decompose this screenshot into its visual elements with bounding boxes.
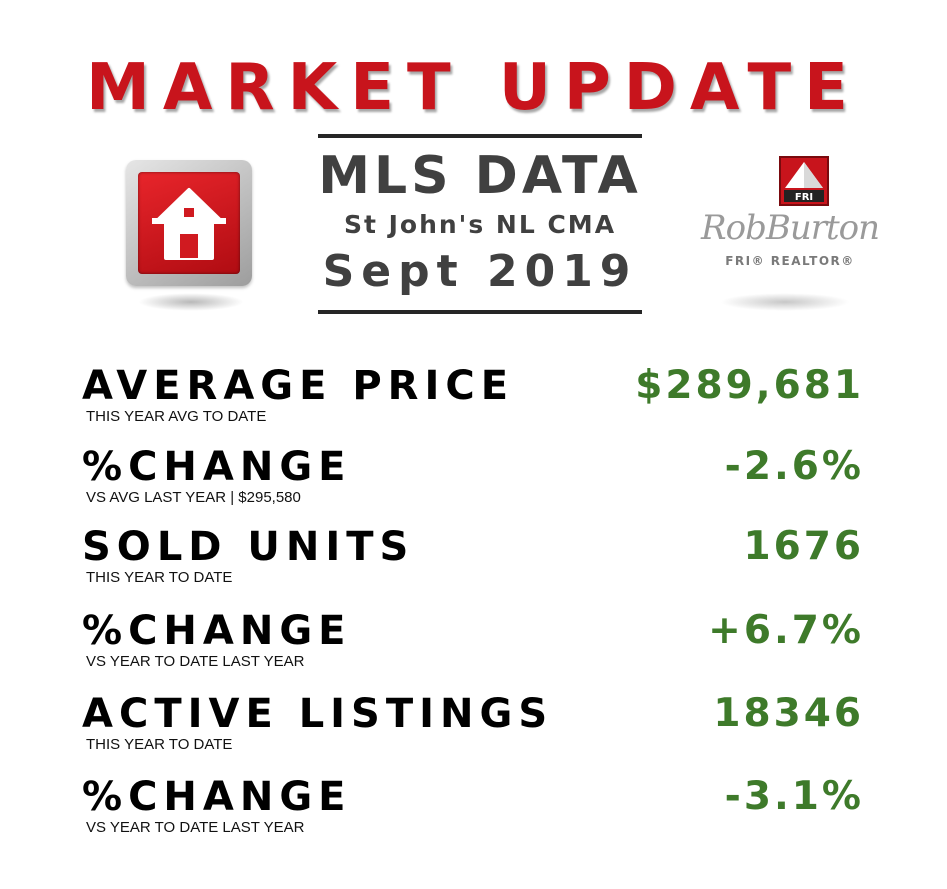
stat-active-listings: ACTIVE LISTINGS THIS YEAR TO DATE 18346 <box>82 692 882 762</box>
stat-price-change: %CHANGE VS AVG LAST YEAR | $295,580 -2.6… <box>82 445 882 515</box>
stat-value: +6.7% <box>708 608 864 653</box>
stat-sold-units: SOLD UNITS THIS YEAR TO DATE 1676 <box>82 525 882 595</box>
stat-sublabel: VS YEAR TO DATE LAST YEAR <box>86 819 305 836</box>
stat-label: %CHANGE <box>82 444 352 490</box>
logo-name: RobBurton <box>701 208 880 248</box>
stat-value: -3.1% <box>724 774 864 819</box>
stat-label: AVERAGE PRICE <box>82 363 515 409</box>
stat-sublabel: VS AVG LAST YEAR | $295,580 <box>86 489 301 506</box>
stat-value: -2.6% <box>724 444 864 489</box>
logo-shadow <box>720 293 850 311</box>
fri-badge-text: FRI <box>795 192 813 203</box>
house-icon-background <box>138 172 240 274</box>
logo-subtitle: FRI® REALTOR® <box>725 254 855 268</box>
stat-label: SOLD UNITS <box>82 524 415 570</box>
house-icon-shadow <box>138 293 244 311</box>
stat-label: %CHANGE <box>82 774 352 820</box>
stat-active-listings-change: %CHANGE VS YEAR TO DATE LAST YEAR -3.1% <box>82 775 882 845</box>
mls-date: Sept 2019 <box>322 246 638 297</box>
stat-average-price: AVERAGE PRICE THIS YEAR AVG TO DATE $289… <box>82 364 882 434</box>
stat-label: %CHANGE <box>82 608 352 654</box>
mls-region: St John's NL CMA <box>343 210 617 239</box>
market-update-headline: MARKET UPDATE <box>86 51 861 125</box>
stat-value: $289,681 <box>635 363 864 408</box>
stat-sublabel: THIS YEAR AVG TO DATE <box>86 408 267 425</box>
stat-label: ACTIVE LISTINGS <box>82 691 554 737</box>
house-icon <box>126 160 252 286</box>
mls-data-block: MLS DATA St John's NL CMA Sept 2019 <box>318 134 642 314</box>
stat-sublabel: THIS YEAR TO DATE <box>86 736 233 753</box>
house-icon-glyph <box>152 188 226 260</box>
stat-sublabel: THIS YEAR TO DATE <box>86 569 233 586</box>
stat-value: 1676 <box>743 524 864 569</box>
mls-title: MLS DATA <box>318 146 642 206</box>
stat-sold-units-change: %CHANGE VS YEAR TO DATE LAST YEAR +6.7% <box>82 609 882 679</box>
fri-badge-icon: FRI <box>779 156 829 206</box>
stat-sublabel: VS YEAR TO DATE LAST YEAR <box>86 653 305 670</box>
stat-value: 18346 <box>713 691 864 736</box>
